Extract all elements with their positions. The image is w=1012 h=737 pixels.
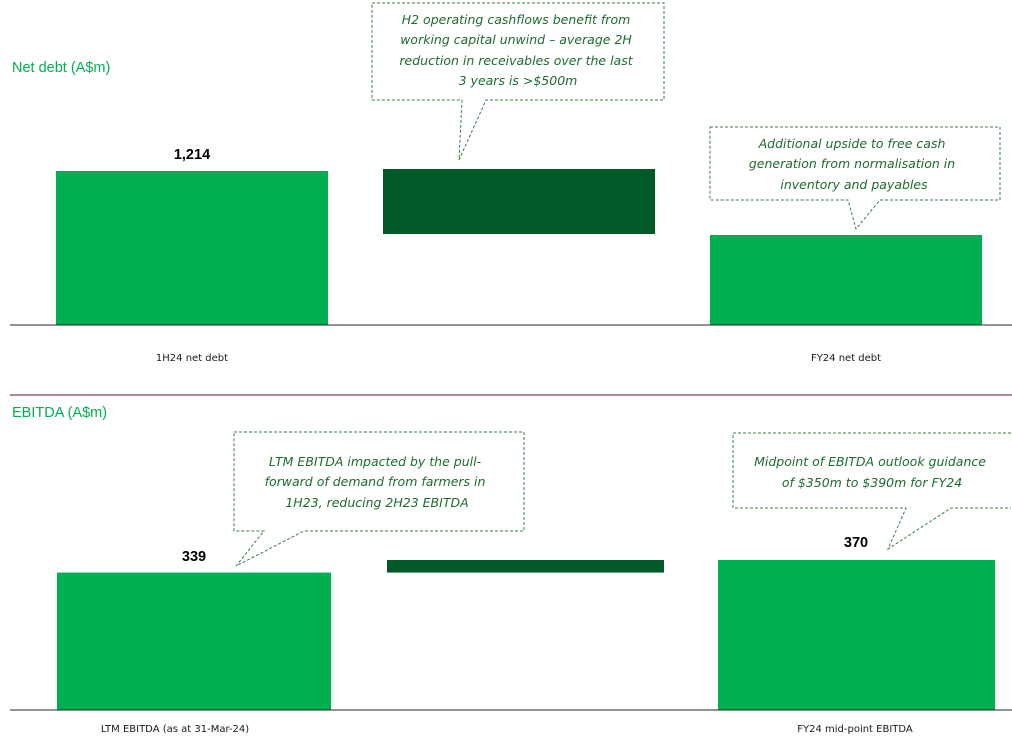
value-label-fy24-ebitda: 370 [844,535,868,551]
note-free-cash: Additional upside to free cash generatio… [749,136,959,192]
ebitda-title: EBITDA (A$m) [12,405,107,421]
note-working-capital: H2 operating cashflows benefit from work… [399,12,636,88]
callout-ebitda-guidance: Midpoint of EBITDA outlook guidance of $… [732,432,1011,551]
bar-working-capital-unwind [383,169,655,234]
bar-fy24-mid-point-ebitda [718,560,995,710]
ebitda-panel: EBITDA (A$m) 339 370 LTM EBITDA (as at 3… [10,405,1012,735]
category-ltm-ebitda: LTM EBITDA (as at 31-Mar-24) [101,724,249,735]
note-ltm-ebitda: LTM EBITDA impacted by the pull- forward… [265,454,490,510]
category-fy24-mid-point-ebitda: FY24 mid-point EBITDA [797,724,913,735]
bar-fy24-net-debt [710,235,982,325]
bar-ebitda-bridge [387,560,664,573]
callout-ltm-ebitda: LTM EBITDA impacted by the pull- forward… [233,431,525,567]
category-1h24-net-debt: 1H24 net debt [156,353,228,364]
value-label-ltm-ebitda: 339 [182,549,206,565]
category-fy24-net-debt: FY24 net debt [811,353,881,364]
bar-1h24-net-debt [56,171,328,325]
note-ebitda-guidance: Midpoint of EBITDA outlook guidance of $… [754,454,990,490]
net-debt-panel: Net debt (A$m) 1,214 1H24 net debt FY24 … [10,2,1012,364]
value-label-1h24-net-debt: 1,214 [174,147,210,163]
callout-free-cash: Additional upside to free cash generatio… [709,126,1001,231]
net-debt-title: Net debt (A$m) [12,60,110,76]
bar-ltm-ebitda [57,572,331,710]
callout-working-capital: H2 operating cashflows benefit from work… [371,2,665,161]
